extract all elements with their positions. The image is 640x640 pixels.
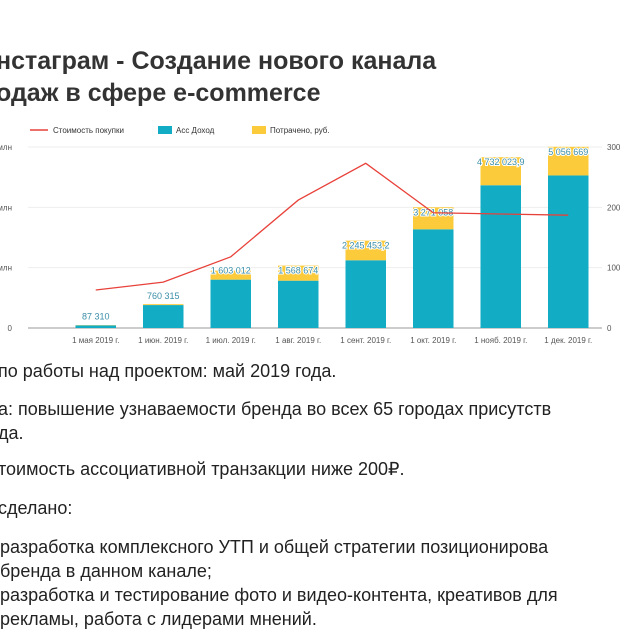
x-tick-label: 1 авг. 2019 г.	[275, 336, 321, 345]
body-text: рекламы, работа с лидерами мнений.	[0, 609, 317, 629]
y2-tick-label: 300	[607, 143, 621, 152]
body-text: сделано:	[0, 498, 72, 518]
x-tick-label: 1 мая 2019 г.	[72, 336, 119, 345]
body-text: да.	[0, 423, 24, 443]
bar-segment	[413, 229, 454, 328]
body-text: бренда в данном канале;	[0, 561, 212, 581]
body-text: разработка и тестирование фото и видео-к…	[0, 585, 558, 605]
bar-segment	[548, 146, 589, 176]
body-text: разработка комплексного УТП и общей стра…	[0, 537, 549, 557]
value-label: 1 603 012	[211, 266, 251, 276]
bar-segment	[480, 185, 521, 328]
body-text: а: повышение узнаваемости бренда во всех…	[0, 399, 551, 419]
y2-tick-label: 100	[607, 264, 621, 273]
bar-segment	[548, 175, 589, 328]
y-tick-label: 6 млн	[0, 143, 12, 152]
bar-segment	[143, 305, 184, 328]
legend-swatch	[158, 126, 172, 134]
legend-label: Стоимость покупки	[53, 126, 124, 135]
bar-segment	[75, 325, 116, 328]
value-label: 1 568 674	[278, 266, 318, 276]
y2-tick-label: 200	[607, 203, 621, 212]
legend-label: Потрачено, руб.	[270, 126, 330, 135]
x-tick-label: 1 дек. 2019 г.	[544, 336, 592, 345]
legend-label: Асс Доход	[176, 126, 215, 135]
y-tick-label: 2 млн	[0, 264, 12, 273]
bar-segment	[143, 304, 184, 306]
bar-segment	[278, 265, 319, 281]
x-tick-label: 1 окт. 2019 г.	[410, 336, 456, 345]
value-label: 2 245 453,2	[342, 241, 390, 251]
body-text: по работы над проектом: май 2019 года.	[0, 361, 336, 381]
bar-segment	[345, 240, 386, 261]
y-tick-label: 4 млн	[0, 203, 12, 212]
bar-segment	[278, 280, 319, 328]
bar-segment	[345, 260, 386, 328]
title-line: одаж в сфере e-commerce	[0, 79, 321, 107]
body-text: тоимость ассоциативной транзакции ниже 2…	[0, 459, 405, 479]
y-tick-label: 0	[8, 324, 13, 333]
x-tick-label: 1 сент. 2019 г.	[340, 336, 391, 345]
title-line: нстаграм - Создание нового канала	[0, 47, 437, 75]
value-label: 5 056 669	[548, 147, 588, 157]
x-tick-label: 1 июн. 2019 г.	[138, 336, 188, 345]
value-label: 87 310	[82, 311, 110, 321]
bar-segment	[480, 157, 521, 186]
line-series	[95, 162, 569, 291]
bar-segment	[210, 270, 251, 280]
x-tick-label: 1 июл. 2019 г.	[206, 336, 256, 345]
x-tick-label: 1 нояб. 2019 г.	[474, 336, 527, 345]
legend-swatch	[252, 126, 266, 134]
bar-segment	[210, 279, 251, 328]
value-label: 760 315	[147, 291, 180, 301]
value-label: 4 732 023,9	[477, 157, 525, 167]
y2-tick-label: 0	[607, 324, 612, 333]
